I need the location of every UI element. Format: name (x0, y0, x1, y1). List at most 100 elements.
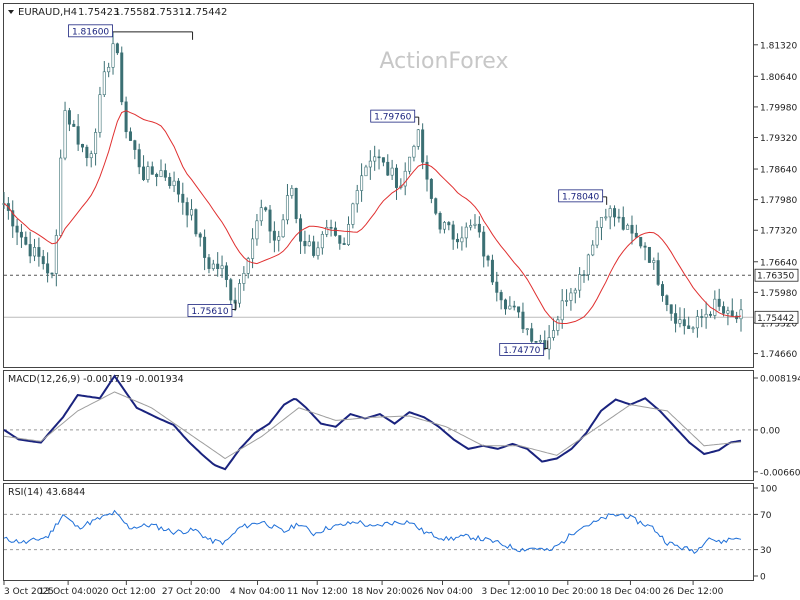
rsi-panel-frame (3, 483, 754, 581)
candle-body (203, 236, 207, 258)
candle-body (33, 247, 37, 257)
candle-body (264, 207, 268, 211)
candle-body (499, 292, 503, 301)
annotation-label: 1.74770 (503, 346, 540, 356)
price-y-tick-label: 1.79980 (760, 103, 797, 113)
candle-body (220, 265, 224, 269)
annotation-label: 1.81600 (72, 27, 109, 37)
candle-body (482, 231, 486, 257)
candle-body (137, 149, 141, 168)
candle-body (674, 313, 678, 324)
candle-body (626, 224, 630, 230)
candle-body (695, 316, 699, 329)
candle-body (85, 146, 89, 159)
candle-body (80, 143, 84, 148)
candle-body (329, 227, 333, 229)
candle-body (124, 101, 128, 133)
candle-body (159, 170, 163, 178)
candle-body (551, 330, 555, 338)
candle-body (89, 153, 93, 159)
candle-body (652, 260, 656, 263)
candle-body (360, 175, 364, 191)
candle-body (408, 156, 412, 172)
candle-body (364, 166, 368, 177)
candle-body (111, 43, 115, 68)
candle-body (634, 232, 638, 238)
candle-body (268, 209, 272, 232)
candle-body (207, 257, 211, 269)
candle-body (682, 319, 686, 327)
candle-body (198, 233, 202, 238)
candle-body (251, 238, 255, 259)
candle-body (434, 198, 438, 214)
candle-body (76, 126, 80, 145)
macd-y-tick-label: 0.008194 (760, 375, 800, 385)
candle-body (534, 341, 538, 343)
candle-body (46, 263, 50, 274)
moving-average-line (3, 110, 742, 324)
collapse-triangle-icon[interactable] (8, 10, 14, 14)
candle-body (176, 180, 180, 195)
candle-body (591, 244, 595, 256)
candle-body (368, 160, 372, 168)
candle-body (338, 235, 342, 244)
candle-body (691, 327, 695, 330)
price-annotations: 1.81600 1.75610 1.79760 1.74770 1.78040 (68, 24, 608, 356)
candle-body (586, 254, 590, 275)
price-level-lines (4, 274, 753, 318)
candle-body (538, 340, 542, 343)
candle-body (469, 225, 473, 228)
macd-y-axis: 0.008194 0.00 -0.006604 (4, 375, 800, 478)
macd-label: MACD(12,26,9) -0.001719 -0.001934 (8, 374, 184, 385)
candles (2, 32, 743, 360)
candle-body (717, 298, 721, 307)
rsi-y-tick-label: 100 (760, 485, 777, 495)
candle-body (63, 110, 67, 159)
candle-body (277, 236, 281, 241)
candle-body (15, 225, 19, 233)
candle-body (133, 140, 137, 150)
candle-body (102, 71, 106, 95)
price-y-axis: 1.81320 1.80640 1.79980 1.79320 1.78640 1.779… (754, 41, 797, 360)
candle-body (94, 132, 98, 155)
candle-body (656, 260, 660, 285)
time-tick-label: 3 Oct 2025 (4, 587, 54, 597)
price-y-tick-label: 1.77320 (760, 227, 797, 237)
candle-body (613, 208, 617, 218)
candle-body (281, 219, 285, 238)
candle-body (172, 180, 176, 186)
candle-body (608, 208, 612, 218)
rsi-line (3, 509, 742, 555)
current-price-box (754, 310, 799, 324)
ohlc-high: 1.75582 (114, 7, 155, 18)
ohlc-low: 1.75312 (150, 7, 191, 18)
time-tick-label: 20 Oct 12:00 (97, 587, 156, 597)
candle-body (504, 299, 508, 310)
candle-body (569, 292, 573, 301)
time-tick-label: 26 Dec 12:00 (663, 587, 724, 597)
candle-body (67, 110, 71, 125)
rsi-label: RSI(14) 43.6844 (8, 487, 85, 498)
symbol-label: EURAUD,H4 (18, 7, 77, 18)
candle-body (142, 166, 146, 180)
candle-body (486, 255, 490, 261)
candle-body (477, 223, 481, 233)
candle-body (517, 306, 521, 313)
candle-body (595, 227, 599, 246)
candle-body (578, 274, 582, 291)
candle-body (229, 279, 233, 301)
time-tick-label: 3 Dec 12:00 (481, 587, 536, 597)
candle-body (181, 193, 185, 203)
candle-body (726, 310, 730, 314)
candle-body (333, 227, 337, 236)
annotation-box (370, 109, 416, 123)
candle-body (722, 306, 726, 314)
ohlc-open: 1.75423 (78, 7, 119, 18)
macd-main-line (3, 374, 742, 471)
candle-body (665, 295, 669, 305)
candle-body (155, 174, 159, 178)
candle-body (312, 241, 316, 256)
candle-body (381, 157, 385, 163)
